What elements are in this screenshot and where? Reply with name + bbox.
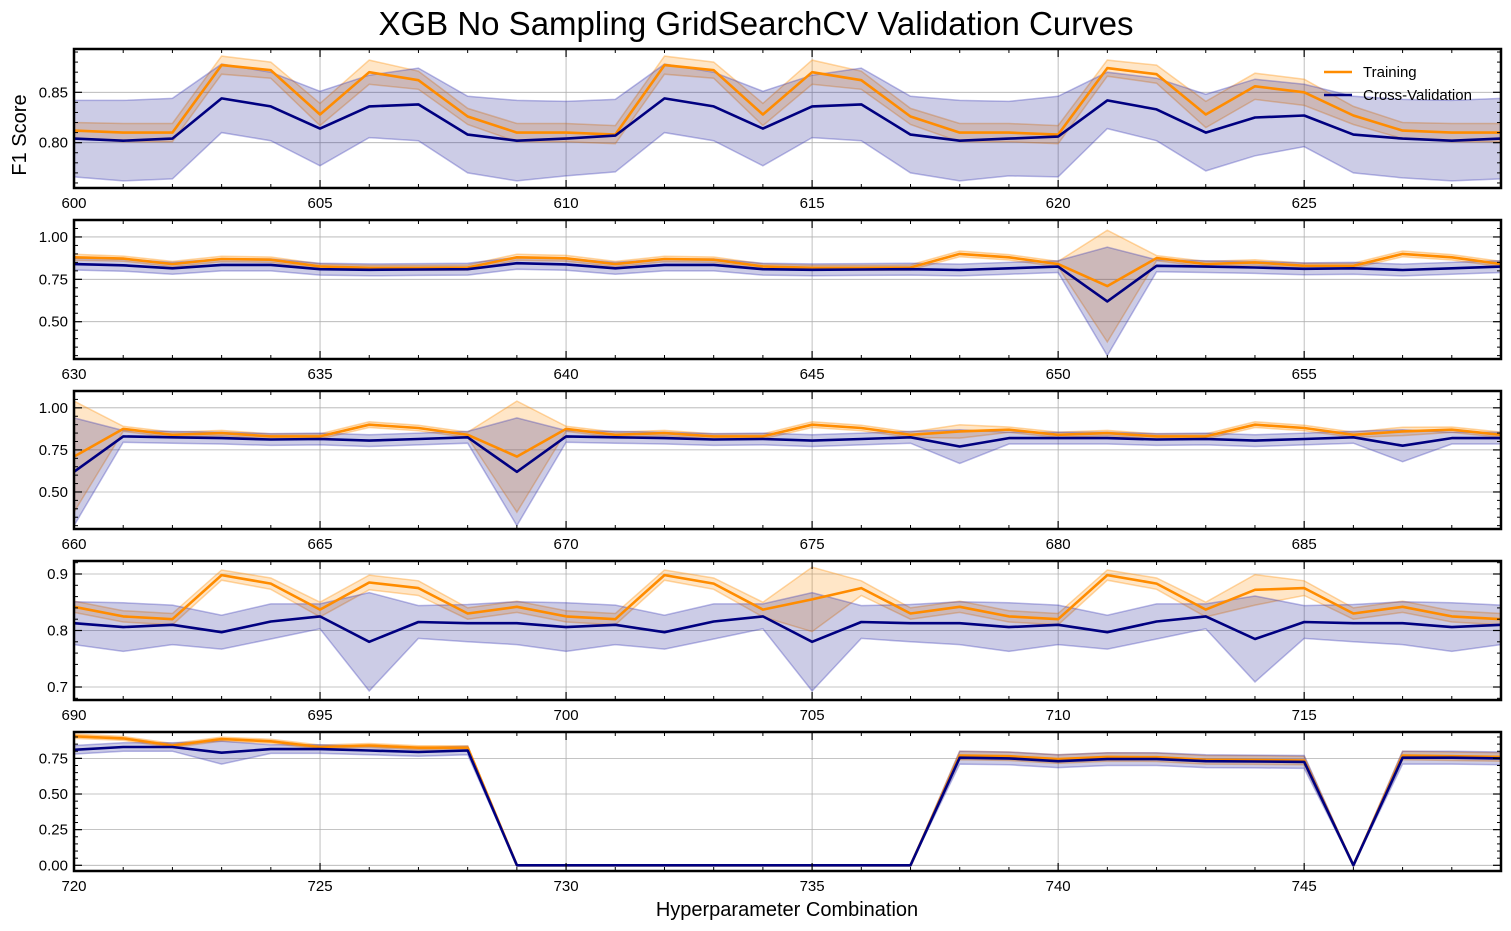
y-tick-label: 0.75 <box>39 271 68 288</box>
x-tick-label: 740 <box>1046 878 1071 895</box>
x-tick-label: 630 <box>61 366 86 383</box>
cv-mean-line <box>73 615 1502 644</box>
training-mean-line <box>73 252 1502 288</box>
y-tick-label: 0.85 <box>39 84 68 101</box>
legend-cv-label: Cross-Validation <box>1363 87 1472 104</box>
x-tick-label: 705 <box>800 707 825 724</box>
x-tick-label: 710 <box>1046 707 1071 724</box>
x-tick-label: 745 <box>1292 878 1317 895</box>
panel-frame <box>72 47 1503 190</box>
x-tick-label: 720 <box>61 878 86 895</box>
cv-mean-line <box>73 261 1502 303</box>
panel-frame <box>72 730 1503 873</box>
panel-frame <box>72 389 1503 531</box>
x-tick-label: 670 <box>554 536 579 553</box>
y-tick-label: 0.50 <box>39 314 68 331</box>
x-tick-label: 735 <box>800 878 825 895</box>
y-tick-label: 0.50 <box>39 484 68 501</box>
panel-1: 600 605 610 615 620 625 0.80 0.85 <box>39 47 1503 212</box>
panel-4: 690 695 700 705 710 715 0.7 0.8 0.9 <box>47 559 1503 724</box>
x-tick-label: 655 <box>1292 366 1317 383</box>
cv-mean-line <box>73 745 1502 867</box>
y-tick-label: 0.00 <box>39 857 68 874</box>
panel-5: 720 725 730 735 740 745 0.00 0.25 0.50 0.75 <box>39 730 1503 895</box>
x-tick-label: 635 <box>308 366 333 383</box>
y-tick-label: 0.8 <box>47 623 68 640</box>
x-axis-label: Hyperparameter Combination <box>656 899 918 921</box>
x-tick-label: 715 <box>1292 707 1317 724</box>
training-mean-line <box>73 63 1501 136</box>
x-tick-label: 625 <box>1292 195 1317 212</box>
panel-frame <box>72 218 1503 361</box>
y-tick-label: 0.75 <box>39 750 68 767</box>
x-tick-label: 640 <box>554 366 579 383</box>
x-tick-label: 725 <box>308 878 333 895</box>
x-tick-label: 685 <box>1292 536 1317 553</box>
panel-frame <box>72 559 1503 702</box>
y-tick-label: 0.80 <box>39 135 68 152</box>
x-tick-label: 615 <box>800 195 825 212</box>
x-tick-label: 700 <box>554 707 579 724</box>
cv-mean-line <box>73 435 1501 474</box>
x-tick-label: 610 <box>554 195 579 212</box>
panel-3: 660 665 670 675 680 685 0.50 0.75 1.00 <box>39 389 1503 553</box>
x-tick-label: 600 <box>61 195 86 212</box>
x-tick-label: 690 <box>61 707 86 724</box>
x-tick-label: 665 <box>308 536 333 553</box>
y-tick-label: 0.50 <box>39 786 68 803</box>
x-tick-label: 675 <box>800 536 825 553</box>
subplot-panels: 600 605 610 615 620 625 0.80 0.85 630 635 640 645 65… <box>39 47 1503 895</box>
panel-2: 630 635 640 645 650 655 0.50 0.75 1.00 <box>39 218 1503 383</box>
training-mean-line <box>73 423 1502 458</box>
y-tick-label: 0.25 <box>39 822 68 839</box>
x-tick-label: 660 <box>61 536 86 553</box>
x-tick-label: 695 <box>308 707 333 724</box>
y-tick-label: 0.9 <box>47 566 68 583</box>
x-tick-label: 730 <box>554 878 579 895</box>
training-mean-line <box>73 573 1502 621</box>
x-tick-label: 650 <box>1046 366 1071 383</box>
y-tick-label: 0.7 <box>47 679 68 696</box>
y-tick-label: 0.75 <box>39 442 68 459</box>
x-tick-label: 620 <box>1046 195 1071 212</box>
legend-training-label: Training <box>1363 64 1417 81</box>
x-tick-label: 645 <box>800 366 825 383</box>
y-tick-label: 1.00 <box>39 229 68 246</box>
x-tick-label: 605 <box>308 195 333 212</box>
y-axis-label: F1 Score <box>9 94 31 175</box>
x-tick-label: 680 <box>1046 536 1071 553</box>
figure-title: XGB No Sampling GridSearchCV Validation … <box>378 5 1133 42</box>
chart-legend: Training Cross-Validation <box>1324 64 1472 104</box>
cv-mean-line <box>73 97 1502 142</box>
y-tick-label: 1.00 <box>39 400 68 417</box>
